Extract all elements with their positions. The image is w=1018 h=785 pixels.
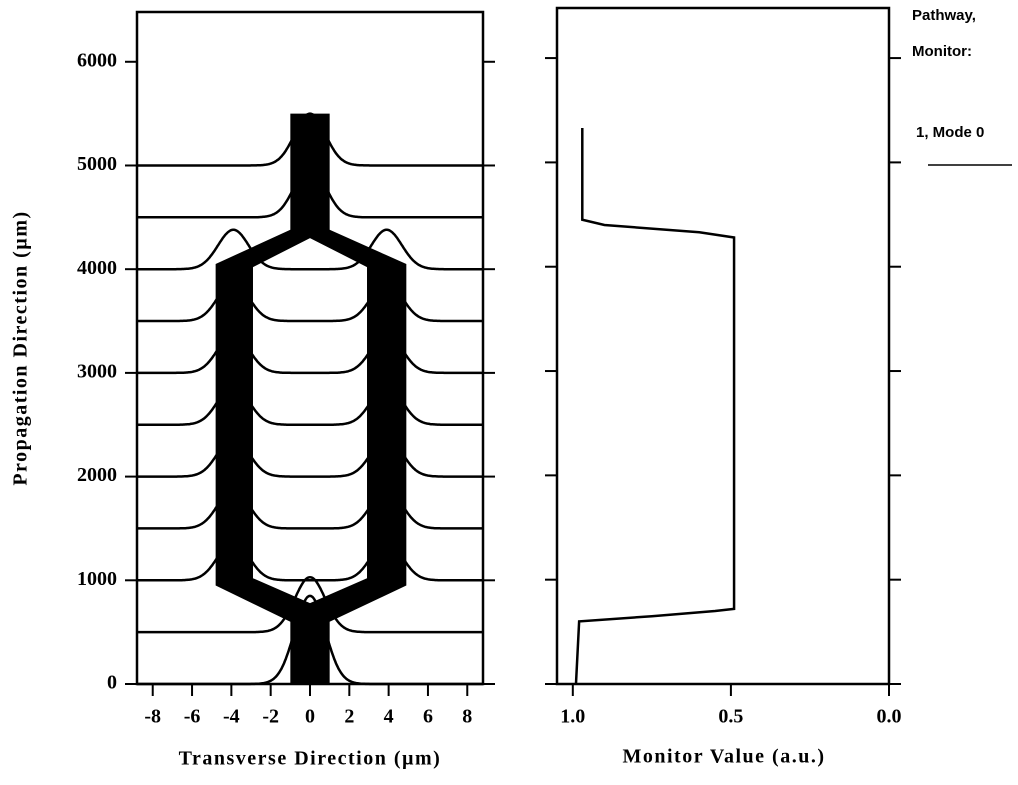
monitor-line	[574, 127, 736, 685]
mode-profile	[137, 280, 483, 323]
mode-profile	[137, 575, 483, 634]
mode-profile	[137, 228, 483, 271]
y-tick-label: 0	[107, 672, 117, 694]
y-tick-label: 1000	[77, 568, 117, 590]
legend-title: Pathway,	[912, 7, 976, 24]
mode-profile	[137, 384, 483, 426]
mode-profile	[137, 435, 483, 478]
x-tick-label: -8	[144, 706, 161, 728]
x-axis-label: Transverse Direction (µm)	[179, 748, 442, 770]
x-tick-label: 6	[423, 706, 433, 728]
waveguide	[215, 113, 407, 684]
x-tick-label: 4	[384, 706, 394, 728]
x-tick-label: 1.0	[560, 706, 585, 728]
mode-profile	[137, 487, 483, 530]
plot-frame	[555, 6, 891, 686]
mode-profile	[137, 539, 483, 582]
y-tick-label: 4000	[77, 257, 117, 279]
mode-profile	[137, 112, 483, 167]
legend-label: 1, Mode 0	[916, 124, 984, 141]
mode-profile	[137, 164, 483, 219]
x-tick-label: 0.0	[877, 706, 902, 728]
x-axis-label: Monitor Value (a.u.)	[623, 746, 826, 768]
x-tick-label: 0.5	[718, 706, 743, 728]
x-tick-label: 2	[344, 706, 354, 728]
x-tick-label: 0	[305, 706, 315, 728]
y-tick-label: 5000	[77, 153, 117, 175]
y-axis-label: Propagation Direction (µm)	[10, 210, 32, 485]
mode-profile	[137, 332, 483, 375]
legend-title: Monitor:	[912, 43, 972, 60]
x-tick-label: -4	[223, 706, 240, 728]
x-tick-label: 8	[462, 706, 472, 728]
mode-profile	[137, 594, 483, 686]
y-tick-label: 2000	[77, 464, 117, 486]
y-tick-label: 3000	[77, 360, 117, 382]
y-tick-label: 6000	[77, 49, 117, 71]
x-tick-label: -2	[262, 706, 279, 728]
x-tick-label: -6	[184, 706, 201, 728]
